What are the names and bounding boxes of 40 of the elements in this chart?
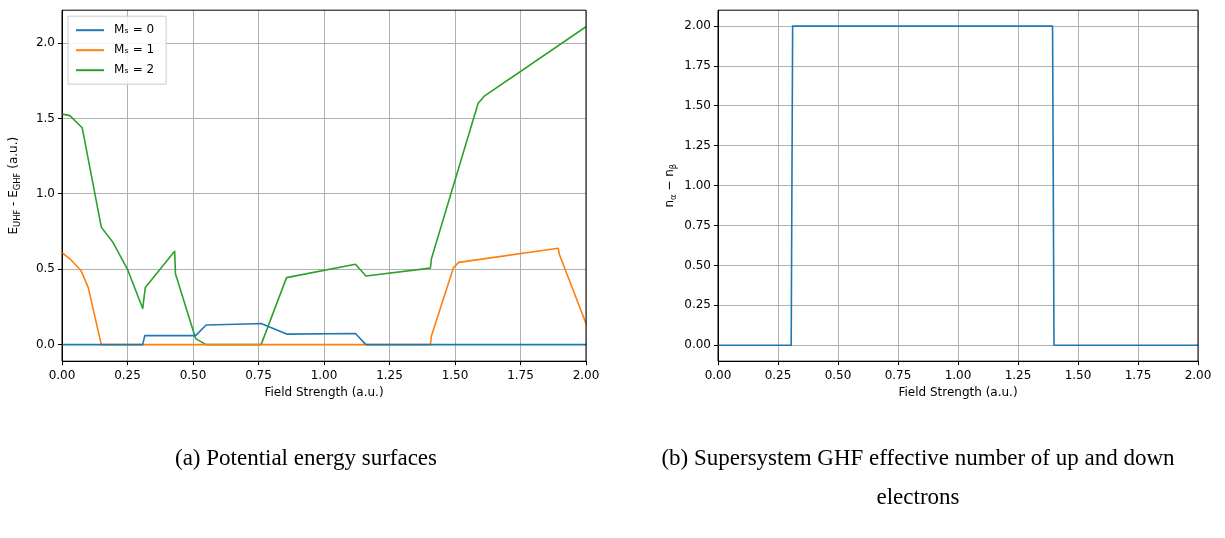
y-tick-label: 0.50 [684,257,711,272]
legend-label: Mₛ = 1 [114,42,155,57]
text: (a) Potential energy surfaces [173,444,439,472]
x-tick-label: 0.75 [245,367,272,382]
x-tick-label: 0.00 [48,367,76,382]
x-tick-label: 1.00 [310,367,338,382]
x-tick-label: 0.50 [824,367,852,382]
y-tick-label: 1.5 [35,110,55,125]
x-tick-label: 0.00 [704,367,732,382]
x-tick-label: 1.50 [1064,367,1092,382]
x-tick-label: 1.75 [1124,367,1152,382]
x-tick-label: 0.25 [764,367,792,382]
y-tick-label: 2.00 [684,18,711,33]
x-tick-label: 1.50 [441,367,469,382]
x-tick-label: 0.50 [179,367,207,382]
legend-label: Mₛ = 2 [114,62,155,77]
y-tick-label: 1.0 [35,186,55,201]
legend-label: Mₛ = 0 [114,22,155,37]
y-tick-label: 0.00 [684,337,711,352]
x-tick-label: 0.75 [884,367,912,382]
y-tick-label: 0.75 [684,217,711,232]
y-tick-label: 1.25 [684,137,711,152]
y-tick-label: 1.50 [684,98,711,113]
y-tick-label: 0.0 [35,336,55,351]
x-tick-label: 1.25 [376,367,403,382]
x-axis-title: Field Strength (a.u.) [264,384,384,399]
x-tick-label: 2.00 [1184,367,1212,382]
y-axis-title: nα − nβ [662,163,678,208]
x-tick-label: 1.25 [1004,367,1032,382]
y-tick-label: 1.00 [684,177,711,192]
x-tick-label: 2.00 [572,367,600,382]
x-tick-label: 0.25 [114,367,141,382]
y-tick-label: 0.5 [35,261,55,276]
y-tick-label: 1.75 [684,58,711,73]
y-tick-label: 0.25 [684,297,711,312]
x-axis-title: Field Strength (a.u.) [898,384,1018,399]
x-tick-label: 1.00 [944,367,972,382]
text: (b) Supersystem GHF effective number of up and down electrons [660,444,1176,512]
x-tick-label: 1.75 [507,367,534,382]
y-tick-label: 2.0 [35,35,55,50]
